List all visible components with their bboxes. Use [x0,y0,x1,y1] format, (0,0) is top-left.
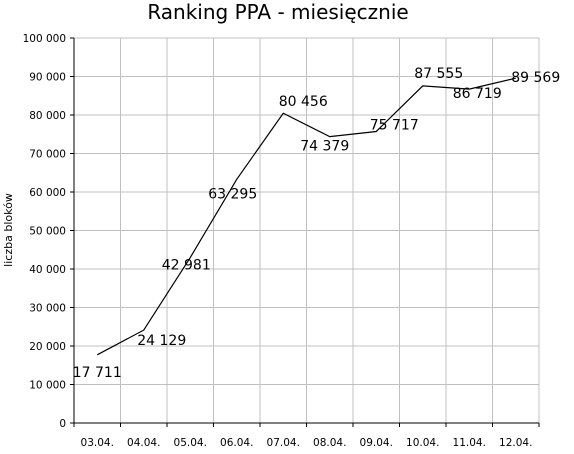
data-label: 87 555 [414,66,463,82]
x-tick-label: 09.04. [360,437,393,449]
data-label: 42 981 [162,258,211,274]
y-tick-label: 90 000 [29,72,66,84]
y-tick-label: 80 000 [29,110,66,122]
data-label: 63 295 [208,186,257,202]
x-tick-label: 07.04. [267,437,300,449]
data-label: 24 129 [137,333,186,349]
series-layer [96,77,516,356]
y-tick-label: 60 000 [29,187,66,199]
y-tick-label: 50 000 [29,226,66,238]
axes: 0 10 000 20 000 30 000 40 000 50 000 60 000 70 … [23,33,540,449]
y-tick-label: 30 000 [29,303,66,315]
gridlines [74,37,540,423]
y-tick-label: 10 000 [29,380,66,392]
data-label: 75 717 [370,117,419,133]
x-tick-label: 08.04. [313,437,346,449]
x-tick-label: 06.04. [220,437,253,449]
x-tick-label: 12.04. [499,437,532,449]
x-tick-label: 11.04. [453,437,486,449]
x-tick-label: 03.04. [81,437,114,449]
x-tick-label: 04.04. [127,437,160,449]
chart-title: Ranking PPA - miesięcznie [147,0,408,24]
y-tick-label: 70 000 [29,149,66,161]
data-label: 89 569 [511,70,560,86]
x-tick-label: 05.04. [174,437,207,449]
y-tick-label: 0 [59,418,66,430]
y-tick-label: 20 000 [29,341,66,353]
x-tick-label: 10.04. [406,437,439,449]
data-label: 17 711 [73,365,122,381]
data-label: 74 379 [300,139,349,155]
y-axis-label: liczba bloków [2,193,15,267]
y-tick-label: 40 000 [29,264,66,276]
data-label: 86 719 [453,86,502,102]
data-labels: 17 711 24 129 42 981 63 295 80 456 74 379 75 7… [73,66,561,381]
data-label: 80 456 [279,94,328,110]
series-line [96,77,516,356]
y-tick-label: 100 000 [23,33,66,45]
